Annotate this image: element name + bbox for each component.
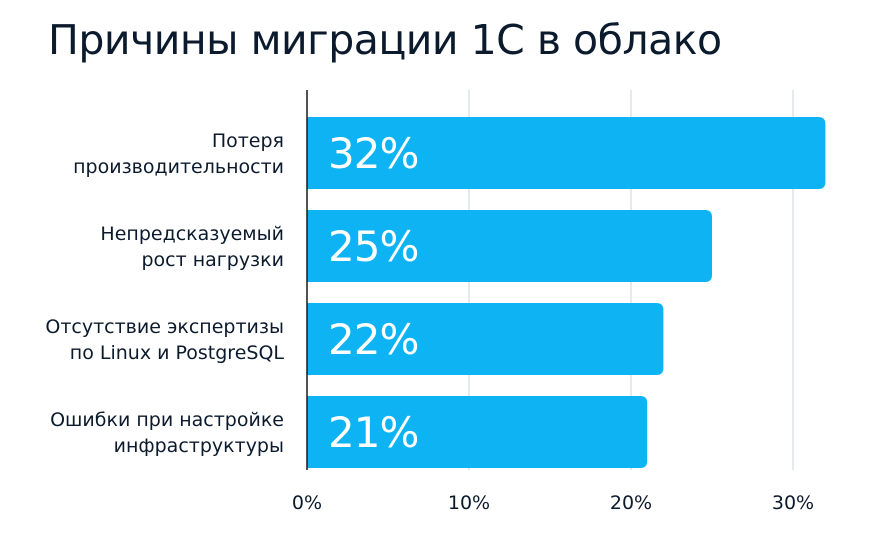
bar-value-label-4: 21%: [328, 408, 418, 457]
bar-value-label-3: 22%: [328, 315, 418, 364]
x-tick-label-20: 20%: [610, 492, 652, 514]
x-tick-label-0: 0%: [292, 492, 322, 514]
x-tick-label-30: 30%: [772, 492, 814, 514]
category-label-1-line-2: производительности: [73, 156, 284, 178]
category-label-1-line-1: Потеря: [212, 130, 284, 152]
bar-value-label-2: 25%: [328, 222, 418, 271]
category-label-3-line-2: по Linux и PostgreSQL: [70, 342, 285, 364]
bar-4: [307, 396, 648, 468]
category-label-2-line-1: Непредсказуемый: [100, 223, 284, 245]
category-label-4-line-2: инфраструктуры: [114, 435, 284, 457]
bar-value-label-1: 32%: [328, 129, 418, 178]
category-label-4-line-1: Ошибки при настройке: [50, 409, 284, 431]
category-label-3-line-1: Отсутствие экспертизы: [45, 316, 284, 338]
x-tick-label-10: 10%: [448, 492, 490, 514]
chart-title: Причины миграции 1С в облако: [48, 16, 722, 64]
bar-1: [307, 117, 826, 189]
bar-2: [307, 210, 712, 282]
category-label-2-line-2: рост нагрузки: [141, 249, 284, 271]
bar-3: [307, 303, 664, 375]
